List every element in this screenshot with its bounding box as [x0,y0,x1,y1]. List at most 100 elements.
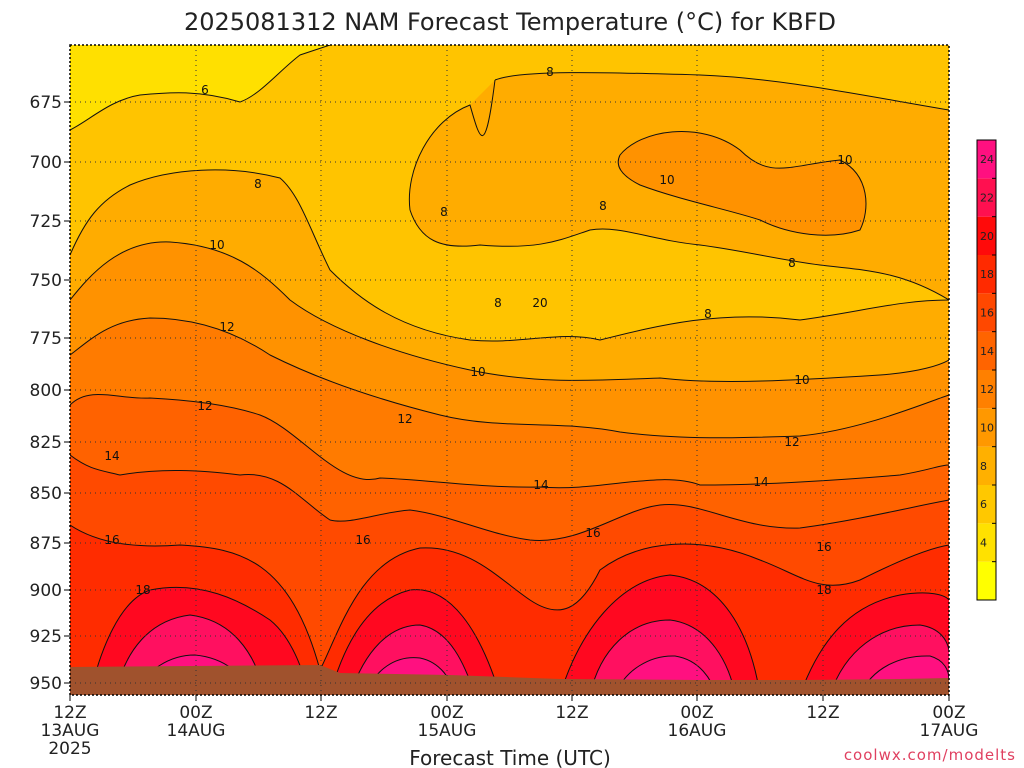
contour-label: 8 [494,296,502,310]
contour-label: 8 [788,256,796,270]
contour-label: 16 [104,533,119,547]
colorbar-swatch [977,485,996,524]
y-tick-label: 675 [30,93,62,113]
colorbar-swatch [977,408,996,447]
x-tick-label: 13AUG [41,721,100,741]
y-tick-label: 850 [30,484,62,504]
contour-label: 8 [546,65,554,79]
credit-text[interactable]: coolwx.com/modelts [844,746,1016,764]
x-tick-label: 2025 [48,739,91,759]
colorbar-tick-label: 14 [980,345,994,358]
x-tick-label: 17AUG [920,721,979,741]
colorbar-tick-label: 12 [980,383,994,396]
contour-line [589,619,736,695]
contour-line [70,317,949,439]
y-tick-label: 725 [30,212,62,232]
contour-label: 10 [794,373,809,387]
contour-lines [70,45,949,695]
gridlines [70,45,949,695]
band-10-12-upper [618,131,866,236]
x-tick-label: 00Z [932,703,965,723]
contour-label: 16 [585,526,600,540]
contour-line [70,169,949,342]
colorbar-swatch [977,216,996,255]
contour-label: 10 [837,153,852,167]
x-tick-label: 12Z [53,703,86,723]
plot-frame [69,44,950,696]
y-tick-label: 775 [30,329,62,349]
contour-line [89,586,311,695]
contour-label: 10 [209,238,224,252]
x-tick-label: 12Z [806,703,839,723]
contour-label: 14 [533,478,548,492]
contour-line [408,79,496,211]
chart-title: 2025081312 NAM Forecast Temperature (°C)… [184,8,836,36]
contour-label: 18 [135,583,150,597]
y-tick-label: 700 [30,153,62,173]
ground-below-surface [70,665,949,695]
contour-label: 16 [816,540,831,554]
contour-line [114,614,266,695]
contour-label: 8 [440,205,448,219]
x-tick-label: 00Z [179,703,212,723]
contour-line [409,209,949,301]
contour-line [829,624,949,695]
y-axis-ticks: 675 700 725 750 775 800 825 850 875 900 925 950 [30,93,70,694]
colorbar-tick-label: 4 [980,537,987,550]
colorbar-tick-label: 16 [980,307,994,320]
contour-line [70,241,949,382]
x-tick-label: 16AUG [668,721,727,741]
x-tick-label: 12Z [304,703,337,723]
colorbar-swatch [977,178,996,217]
contour-label: 14 [753,475,768,489]
contour-label: 12 [197,399,212,413]
colorbar-swatch [977,561,996,600]
contour-line [70,454,949,541]
contour-line [70,45,331,131]
contour-label: 16 [355,533,370,547]
colorbar: 4 6 8 10 12 14 16 18 20 22 24 [976,139,997,601]
x-tick-label: 12Z [555,703,588,723]
x-tick-label: 00Z [430,703,463,723]
contour-line [799,592,949,695]
temperature-field [70,45,949,695]
contour-label: 12 [219,320,234,334]
colorbar-swatch [977,370,996,409]
colorbar-tick-label: 20 [980,230,994,243]
colorbar-swatch [977,255,996,294]
x-axis-label: Forecast Time (UTC) [409,746,611,768]
y-tick-label: 875 [30,534,62,554]
x-tick-label: 00Z [680,703,713,723]
colorbar-tick-label: 6 [980,498,987,511]
y-tick-label: 750 [30,271,62,291]
contour-line [494,72,949,111]
colorbar-swatch [977,331,996,370]
colorbar-tick-label: 18 [980,268,994,281]
contour-label: 8 [704,307,712,321]
contour-label: 6 [201,83,209,97]
contour-label: 8 [599,199,607,213]
colorbar-tick-label: 24 [980,153,994,166]
contour-label: 12 [784,435,799,449]
contour-label: 18 [816,583,831,597]
colorbar-swatch [977,523,996,562]
y-tick-label: 900 [30,581,62,601]
contour-line [70,524,949,672]
colorbar-tick-label: 8 [980,460,987,473]
contour-line [349,624,476,695]
contour-label: 12 [397,412,412,426]
y-tick-label: 825 [30,433,62,453]
contour-label: 14 [104,449,119,463]
colorbar-tick-label: 10 [980,422,994,435]
colorbar-swatch [977,140,996,179]
contour-line [559,574,761,695]
contour-labels: 6 8 8 8 8 8 8 8 10 10 10 10 10 12 12 12 12 14 14 14 16 16 16 16… [104,65,852,597]
contour-label: 10 [470,365,485,379]
y-tick-label: 800 [30,381,62,401]
contour-line [70,393,949,489]
colorbar-swatch [977,446,996,485]
contour-line [617,131,867,236]
colorbar-tick-label: 22 [980,192,994,205]
y-tick-label: 950 [30,674,62,694]
